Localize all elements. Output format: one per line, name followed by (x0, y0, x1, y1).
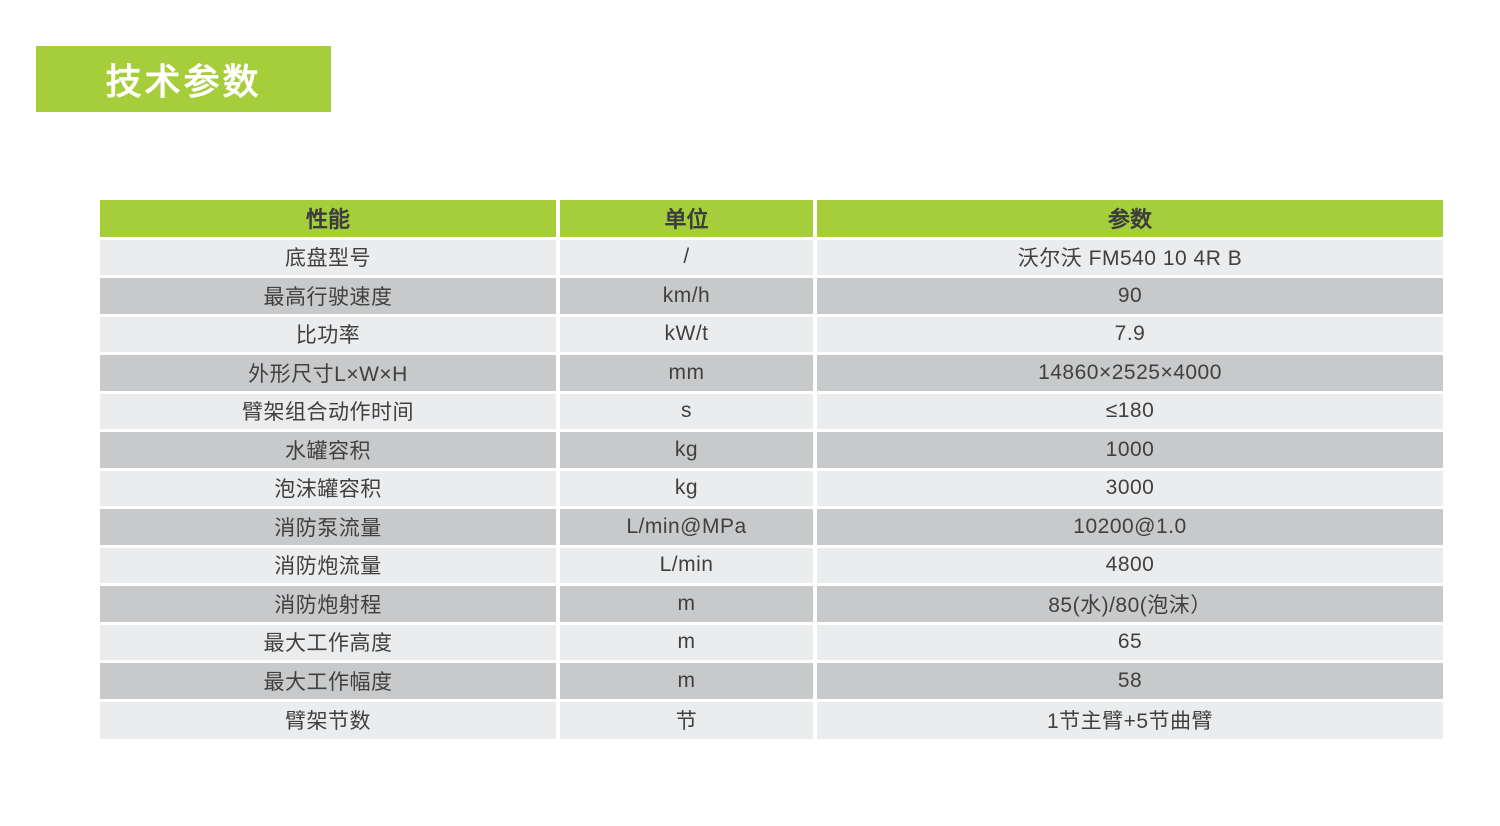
cell-unit: L/min@MPa (558, 506, 817, 546)
cell-performance: 底盘型号 (100, 236, 560, 277)
cell-unit: 节 (558, 698, 817, 739)
cell-performance: 比功率 (100, 313, 560, 354)
table-row: 臂架节数节 1节主臂+5节曲臂 (100, 698, 1443, 739)
table-row: 泡沫罐容积 kg 3000 (100, 467, 1443, 508)
header-unit: 单位 (558, 200, 817, 238)
table-row: 比功率 kW/t 7.9 (100, 313, 1443, 354)
cell-performance: 臂架节数 (100, 698, 560, 739)
table-row: 臂架组合动作时间 s ≤180 (100, 390, 1443, 431)
cell-unit: m (558, 621, 817, 662)
cell-performance: 水罐容积 (100, 429, 560, 469)
header-parameter: 参数 (815, 200, 1443, 238)
cell-value: 3000 (815, 467, 1443, 508)
table-row: 消防泵流量 L/min@MPa 10200@1.0 (100, 506, 1443, 546)
cell-unit: m (558, 660, 817, 700)
table-header-row: 性能 单位 参数 (100, 200, 1443, 238)
cell-unit: L/min (558, 544, 817, 585)
table-row: 最大工作幅度 m 58 (100, 660, 1443, 700)
cell-performance: 消防炮射程 (100, 583, 560, 623)
table-row: 最大工作高度 m 65 (100, 621, 1443, 662)
table-row: 最高行驶速度 km/h 90 (100, 275, 1443, 315)
cell-value: 7.9 (815, 313, 1443, 354)
section-title: 技术参数 (105, 61, 262, 102)
cell-unit: mm (558, 352, 817, 392)
cell-value: ≤180 (815, 390, 1443, 431)
cell-performance: 消防泵流量 (100, 506, 560, 546)
cell-unit: kg (558, 467, 817, 508)
header-performance: 性能 (100, 200, 560, 238)
cell-value: 14860×2525×4000 (815, 352, 1443, 392)
table-row: 外形尺寸L×W×H mm 14860×2525×4000 (100, 352, 1443, 392)
cell-unit: m (558, 583, 817, 623)
cell-performance: 最大工作幅度 (100, 660, 560, 700)
cell-value: 58 (815, 660, 1443, 700)
cell-performance: 消防炮流量 (100, 544, 560, 585)
table-row: 消防炮射程 m 85(水)/80(泡沫） (100, 583, 1443, 623)
spec-table: 性能 单位 参数 底盘型号 / 沃尔沃 FM540 10 4R B 最高行驶速度 km/… (100, 200, 1443, 739)
cell-performance: 最高行驶速度 (100, 275, 560, 315)
table-row: 底盘型号 / 沃尔沃 FM540 10 4R B (100, 236, 1443, 277)
section-title-banner: 技术参数 (36, 46, 331, 112)
cell-unit: kg (558, 429, 817, 469)
cell-unit: / (558, 236, 817, 277)
cell-value: 1节主臂+5节曲臂 (815, 698, 1443, 739)
cell-performance: 最大工作高度 (100, 621, 560, 662)
cell-unit: kW/t (558, 313, 817, 354)
cell-unit: km/h (558, 275, 817, 315)
table-row: 水罐容积 kg 1000 (100, 429, 1443, 469)
cell-value: 85(水)/80(泡沫） (815, 583, 1443, 623)
cell-performance: 外形尺寸L×W×H (100, 352, 560, 392)
cell-value: 沃尔沃 FM540 10 4R B (815, 236, 1443, 277)
cell-value: 65 (815, 621, 1443, 662)
cell-value: 1000 (815, 429, 1443, 469)
cell-unit: s (558, 390, 817, 431)
cell-performance: 臂架组合动作时间 (100, 390, 560, 431)
cell-performance: 泡沫罐容积 (100, 467, 560, 508)
cell-value: 4800 (815, 544, 1443, 585)
cell-value: 10200@1.0 (815, 506, 1443, 546)
cell-value: 90 (815, 275, 1443, 315)
table-row: 消防炮流量 L/min 4800 (100, 544, 1443, 585)
